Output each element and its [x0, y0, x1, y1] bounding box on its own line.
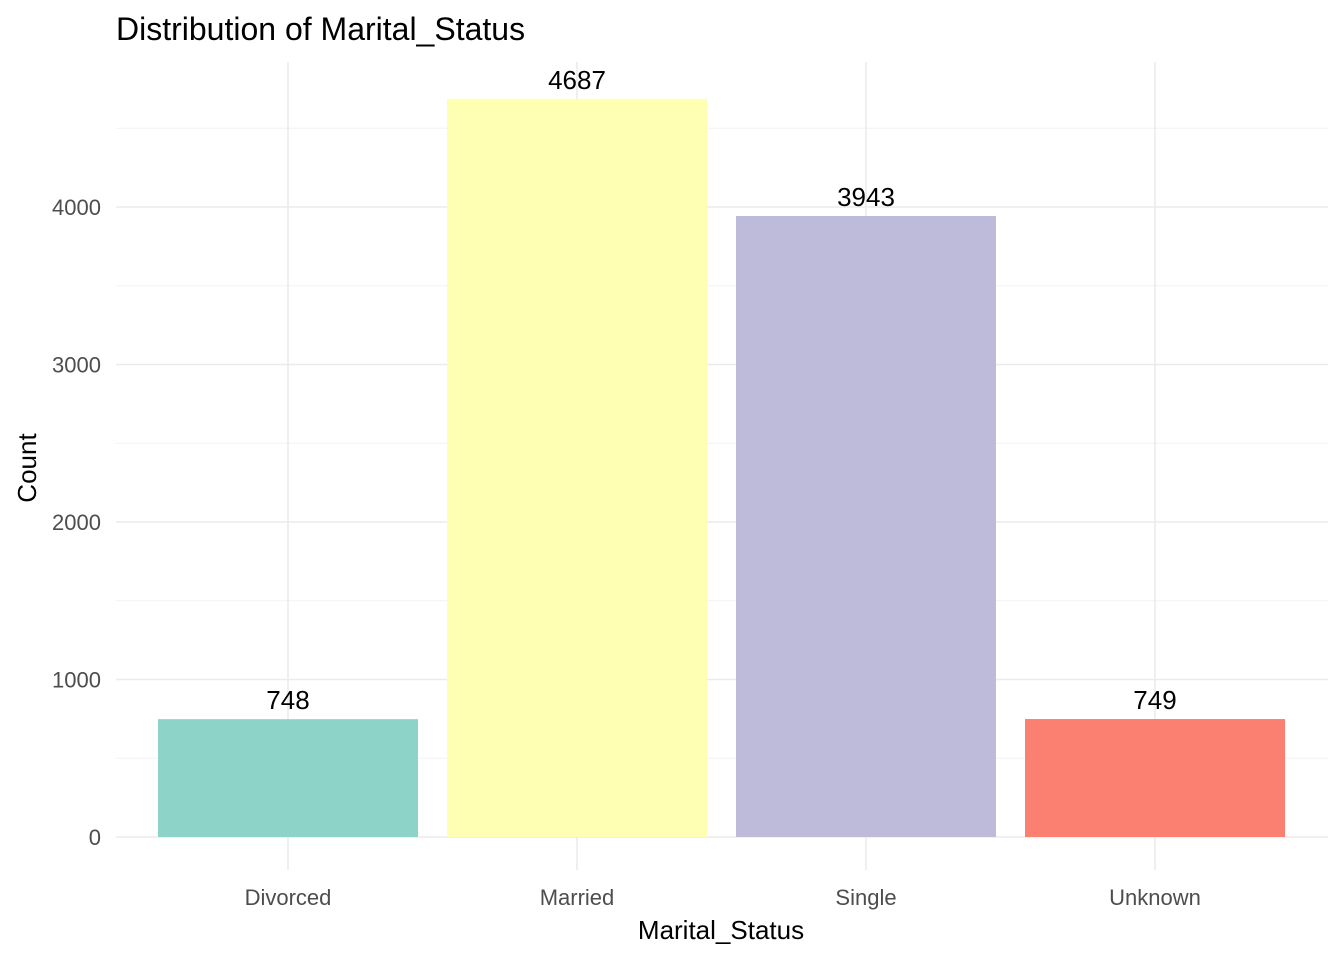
x-axis-title: Marital_Status [638, 915, 804, 945]
data-label-married: 4687 [548, 65, 606, 95]
x-tick-label: Married [540, 885, 615, 910]
y-tick-label: 4000 [52, 195, 101, 220]
data-label-single: 3943 [837, 182, 895, 212]
x-tick-label: Single [835, 885, 896, 910]
data-label-divorced: 748 [266, 685, 309, 715]
bar-divorced [158, 719, 418, 837]
x-axis-ticks: Divorced Married Single Unknown [245, 885, 1201, 910]
y-axis-title: Count [12, 433, 42, 503]
data-labels: 748 4687 3943 749 [266, 65, 1176, 715]
bar-married [447, 98, 707, 838]
y-tick-label: 2000 [52, 510, 101, 535]
x-tick-label: Divorced [245, 885, 332, 910]
data-label-unknown: 749 [1133, 685, 1176, 715]
y-tick-label: 3000 [52, 353, 101, 378]
x-tick-label: Unknown [1109, 885, 1201, 910]
chart-title: Distribution of Marital_Status [116, 11, 525, 47]
bars [158, 98, 1285, 838]
y-axis-ticks: 0 1000 2000 3000 4000 [52, 195, 101, 850]
y-tick-label: 0 [89, 825, 101, 850]
bar-single [736, 215, 996, 838]
bar-unknown [1025, 719, 1285, 837]
y-tick-label: 1000 [52, 668, 101, 693]
